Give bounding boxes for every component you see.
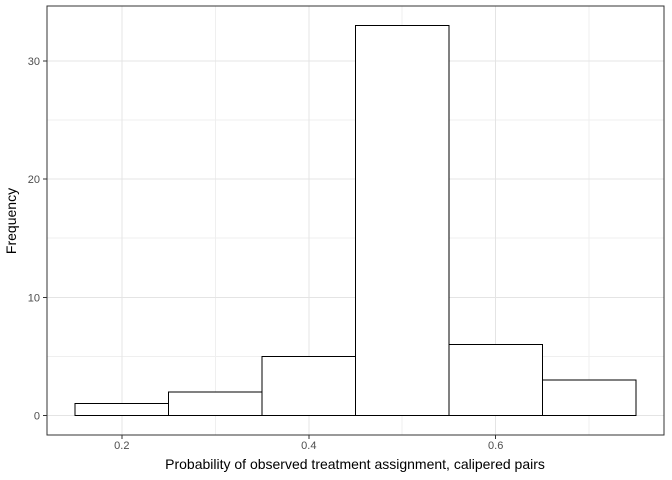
x-tick-label: 0.4	[301, 440, 316, 452]
histogram-bar	[355, 25, 450, 416]
x-axis-title: Probability of observed treatment assign…	[165, 456, 545, 472]
histogram-bar	[74, 403, 169, 417]
panel-border	[46, 5, 665, 436]
histogram-bar	[168, 391, 263, 416]
y-axis-title: Frequency	[3, 188, 19, 254]
histogram-bar	[448, 344, 543, 417]
histogram-bar	[261, 355, 356, 416]
plot-panel: 0.2 0.4 0.6 0 10 20 30	[28, 5, 665, 452]
histogram-bar	[542, 379, 637, 416]
y-tick-label: 10	[28, 292, 40, 304]
x-tick-label: 0.6	[488, 440, 503, 452]
y-tick-label: 30	[28, 56, 40, 68]
x-tick-label: 0.2	[114, 440, 129, 452]
y-tick-label: 0	[34, 411, 40, 423]
y-tick-label: 20	[28, 174, 40, 186]
